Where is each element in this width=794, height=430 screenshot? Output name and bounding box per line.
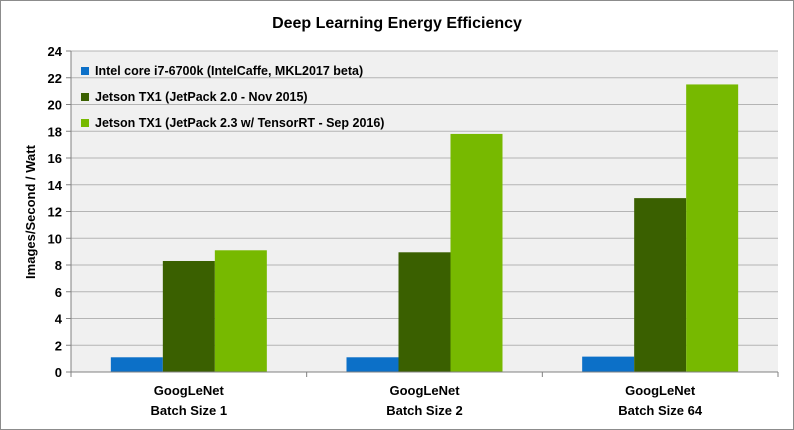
bar bbox=[110, 357, 163, 372]
bar bbox=[214, 250, 267, 372]
y-tick-label: 24 bbox=[48, 44, 63, 59]
bar bbox=[162, 260, 215, 372]
x-tick-label: Batch Size 64 bbox=[618, 403, 703, 418]
y-tick-label: 4 bbox=[55, 312, 63, 327]
y-tick-label: 12 bbox=[48, 205, 62, 220]
legend-label: Intel core i7-6700k (IntelCaffe, MKL2017… bbox=[95, 64, 363, 78]
x-tick-label: Batch Size 2 bbox=[386, 403, 463, 418]
y-tick-label: 18 bbox=[48, 124, 62, 139]
y-tick-label: 20 bbox=[48, 98, 62, 113]
x-tick-labels: GoogLeNet Batch Size 1 GoogLeNet Batch Size… bbox=[151, 383, 703, 418]
y-tick-label: 22 bbox=[48, 71, 62, 86]
legend-swatch bbox=[81, 119, 89, 127]
bars bbox=[110, 84, 739, 372]
legend-label: Jetson TX1 (JetPack 2.3 w/ TensorRT - Se… bbox=[95, 116, 384, 130]
chart-title: Deep Learning Energy Efficiency bbox=[272, 15, 522, 32]
y-tick-label: 8 bbox=[55, 258, 62, 273]
axes bbox=[66, 50, 779, 377]
y-tick-label: 0 bbox=[55, 365, 62, 380]
bar bbox=[450, 133, 503, 372]
bar bbox=[346, 357, 399, 372]
legend-label: Jetson TX1 (JetPack 2.0 - Nov 2015) bbox=[95, 90, 308, 104]
y-tick-label: 2 bbox=[55, 338, 62, 353]
x-tick-label: GoogLeNet bbox=[389, 383, 460, 398]
bar bbox=[582, 356, 635, 372]
y-tick-label: 10 bbox=[48, 231, 62, 246]
legend-swatch bbox=[81, 67, 89, 75]
bar bbox=[634, 198, 687, 372]
y-axis-label: Images/Second / Watt bbox=[23, 144, 38, 279]
x-tick-label: GoogLeNet bbox=[625, 383, 696, 398]
x-tick-label: GoogLeNet bbox=[154, 383, 225, 398]
bar bbox=[398, 252, 451, 372]
bar bbox=[686, 84, 739, 372]
x-tick-label: Batch Size 1 bbox=[151, 403, 228, 418]
y-tick-label: 6 bbox=[55, 285, 62, 300]
y-tick-label: 16 bbox=[48, 151, 62, 166]
legend: Intel core i7-6700k (IntelCaffe, MKL2017… bbox=[81, 64, 384, 130]
legend-swatch bbox=[81, 93, 89, 101]
y-tick-label: 14 bbox=[48, 178, 63, 193]
